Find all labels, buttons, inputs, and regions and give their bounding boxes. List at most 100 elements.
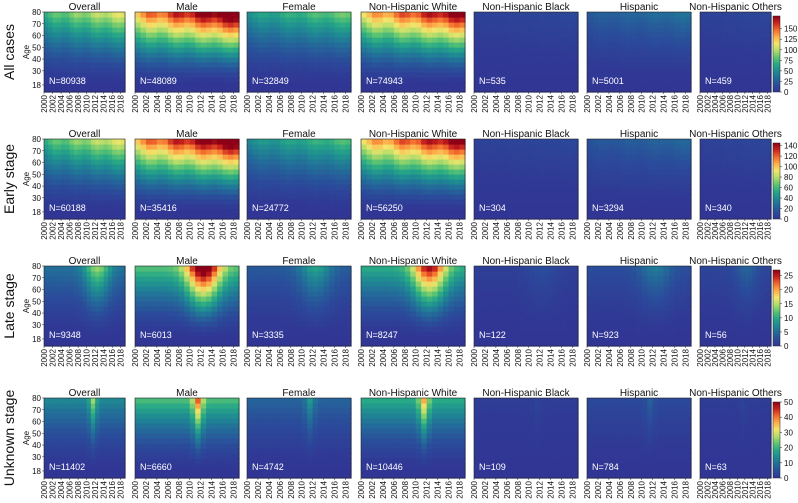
heat-cell <box>484 149 492 155</box>
heat-cell <box>200 42 207 48</box>
heat-cell <box>340 47 347 53</box>
heat-cell <box>334 179 341 185</box>
heat-cell <box>737 154 742 160</box>
heat-cell <box>345 164 352 170</box>
heat-cell <box>545 37 552 43</box>
count-label: N=9348 <box>49 330 81 340</box>
heat-cell <box>729 67 735 73</box>
heat-cell <box>52 32 58 38</box>
x-tick-label: 2016 <box>445 94 454 112</box>
x-tick-label: 2018 <box>456 221 465 239</box>
heat-cell <box>550 214 557 220</box>
heat-cell <box>608 169 615 175</box>
heat-cell <box>545 169 552 175</box>
heat-cell <box>274 154 281 160</box>
heat-cell <box>426 149 433 155</box>
heat-cell <box>603 169 610 175</box>
heat-cell <box>361 67 368 73</box>
heat-cell <box>162 37 169 43</box>
heat-cell <box>371 67 379 73</box>
heat-cell <box>501 77 508 83</box>
heat-cell <box>415 214 422 220</box>
heat-cell <box>99 286 105 292</box>
heat-cell <box>523 27 530 33</box>
heat-cell <box>173 194 180 200</box>
heat-cell <box>296 17 303 23</box>
heat-cell <box>729 174 735 180</box>
heat-cell <box>539 174 546 180</box>
x-tick-label: 2004 <box>711 94 720 112</box>
x-tick-label: 2000 <box>357 94 366 112</box>
heat-cell <box>86 189 92 195</box>
heat-cell <box>523 62 530 68</box>
heat-cell <box>722 164 727 170</box>
heat-cell <box>274 174 281 180</box>
heat-cell <box>189 42 196 48</box>
heat-cell <box>748 164 753 170</box>
heat-cell <box>173 47 180 53</box>
heat-cell <box>257 174 265 180</box>
heat-cell <box>669 42 676 48</box>
heat-cell <box>366 209 373 215</box>
heat-cell <box>636 82 643 88</box>
heat-cell <box>95 32 101 38</box>
heat-cell <box>145 159 153 165</box>
heat-cell <box>296 12 303 18</box>
heat-cell <box>200 179 207 185</box>
heat-cell <box>528 164 535 170</box>
heat-cell <box>151 214 158 220</box>
heat-cell <box>625 87 632 93</box>
heat-cell <box>285 52 292 58</box>
heat-cell <box>550 62 557 68</box>
heat-cell <box>167 22 174 28</box>
heat-cell <box>512 159 519 165</box>
heat-cell <box>307 52 314 58</box>
heat-cell <box>52 331 58 337</box>
heat-cell <box>567 67 574 73</box>
heat-cell <box>685 179 692 185</box>
heat-cell <box>247 87 254 93</box>
heat-cell <box>404 82 411 88</box>
heat-cell <box>700 77 705 83</box>
heat-cell <box>587 199 594 205</box>
heat-cell <box>268 27 275 33</box>
heat-cell <box>86 326 92 332</box>
heat-cell <box>116 209 122 215</box>
heat-cell <box>652 154 659 160</box>
heat-cell <box>345 144 352 150</box>
heat-cell <box>426 169 433 175</box>
heat-cell <box>65 77 71 83</box>
heat-cell <box>112 336 118 342</box>
heat-cell <box>361 214 368 220</box>
heat-cell <box>630 32 637 38</box>
heat-cell <box>211 204 218 210</box>
heat-cell <box>658 199 665 205</box>
heat-cell <box>167 57 174 63</box>
heat-cell <box>647 82 654 88</box>
heat-cell <box>323 169 330 175</box>
heat-cell <box>228 67 235 73</box>
heat-cell <box>340 27 347 33</box>
heat-cell <box>56 12 62 18</box>
heat-cell <box>366 184 373 190</box>
heat-cell <box>312 149 319 155</box>
heat-cell <box>663 144 670 150</box>
heat-cell <box>608 139 615 145</box>
heat-cell <box>95 87 101 93</box>
heat-cell <box>517 17 524 23</box>
heat-cell <box>737 72 742 78</box>
heat-cell <box>641 57 648 63</box>
heat-cell <box>371 184 379 190</box>
heat-cell <box>517 62 524 68</box>
heat-cell <box>415 12 422 18</box>
heat-cell <box>733 169 738 175</box>
heat-cell <box>99 189 105 195</box>
heat-cell <box>393 189 400 195</box>
heat-cell <box>361 82 368 88</box>
heat-cell <box>744 144 750 150</box>
heat-cell <box>726 52 731 58</box>
heat-cell <box>233 42 240 48</box>
heat-cell <box>107 149 113 155</box>
heat-cell <box>443 184 450 190</box>
heat-cell <box>550 199 557 205</box>
